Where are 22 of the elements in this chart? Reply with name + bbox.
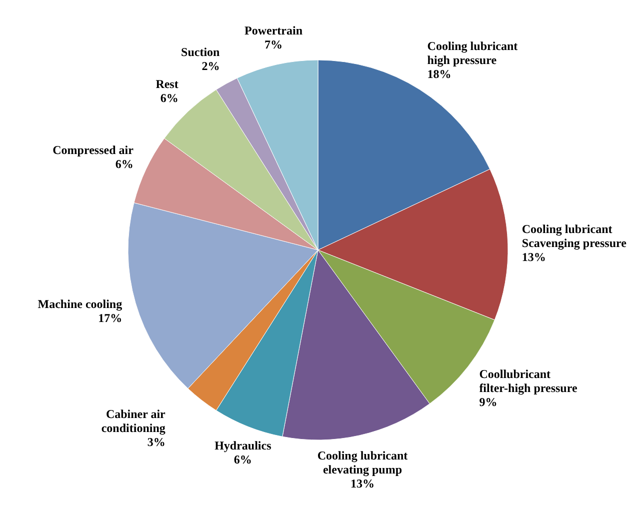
slice-label: Powertrain (244, 23, 303, 38)
slice-label: Rest (156, 77, 178, 92)
slice-label: Coollubricant filter-high pressure (479, 366, 578, 395)
slice-label: Suction (181, 44, 220, 59)
data-label: 17% (98, 310, 122, 325)
data-label: 18% (427, 67, 452, 82)
data-label: 13% (522, 250, 546, 264)
data-label: 6% (115, 157, 134, 172)
data-label: 3% (147, 434, 166, 449)
slice-label: Hydraulics (214, 438, 272, 453)
slice-label: Cooling lubricant Scavenging pressure (522, 222, 628, 250)
slice-label: Cooling lubricant high pressure (427, 39, 518, 68)
data-label: 2% (202, 58, 220, 73)
data-label: 6% (160, 91, 178, 106)
data-label: 6% (234, 452, 252, 467)
slice-label: Machine cooling (38, 296, 122, 311)
slice-label: Compressed air (52, 143, 134, 158)
slice-label: Cabiner air conditioning (101, 406, 166, 435)
data-label: 7% (264, 37, 282, 52)
data-label: 9% (479, 394, 498, 409)
slice-label: Cooling lubricant elevating pump (317, 448, 408, 477)
data-label: 13% (350, 476, 374, 491)
